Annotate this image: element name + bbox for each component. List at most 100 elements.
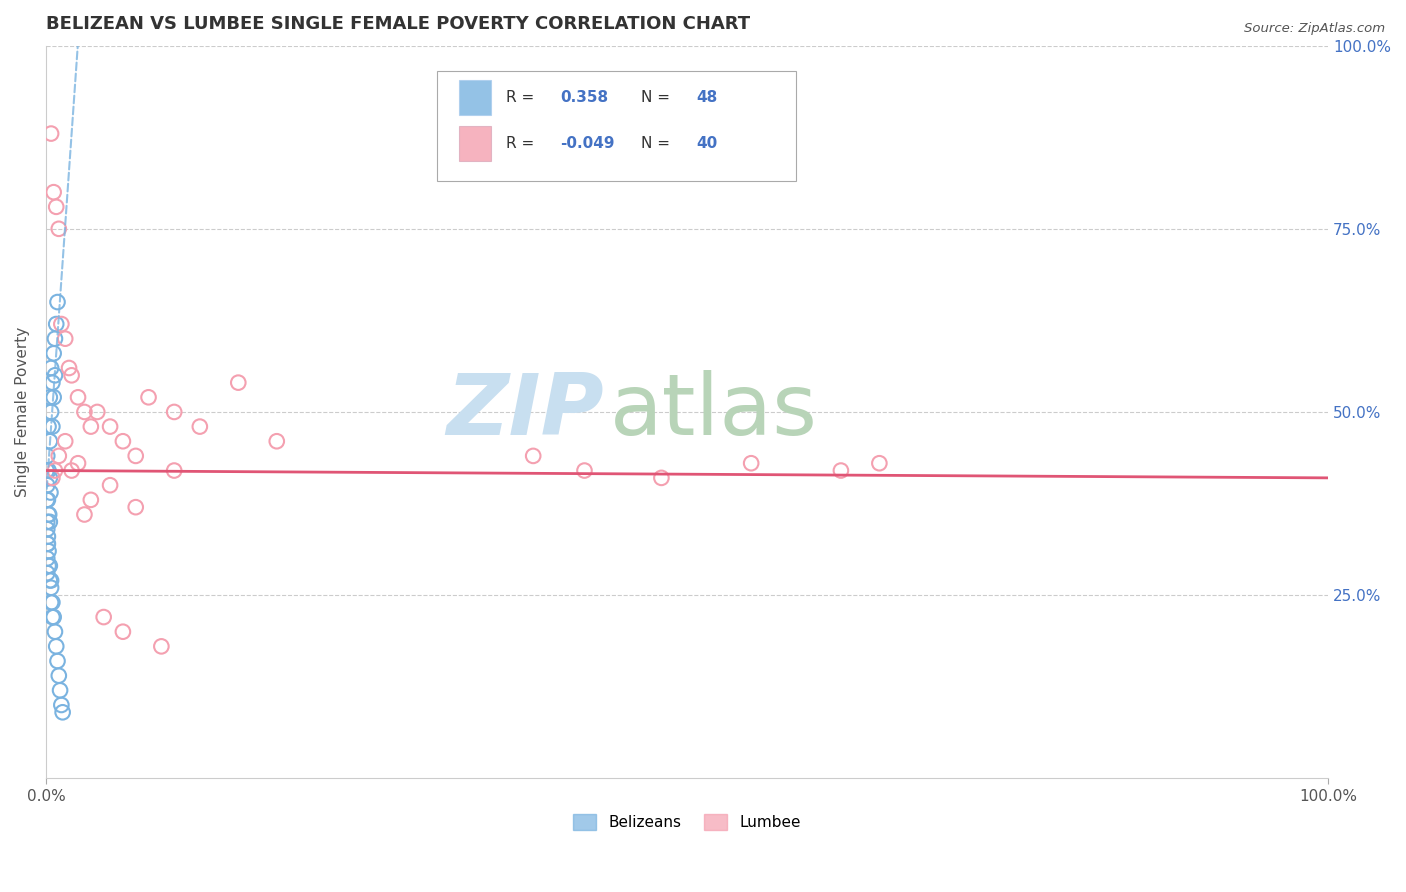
Bar <box>458 127 491 161</box>
Point <box>66 390 89 404</box>
Point <box>39 405 62 419</box>
Point <box>226 376 249 390</box>
Point <box>48 222 70 236</box>
Point <box>39 485 62 500</box>
Point <box>39 595 62 609</box>
Point <box>37 551 59 566</box>
Point <box>44 624 66 639</box>
Point <box>45 200 67 214</box>
Point <box>39 361 62 376</box>
Text: -0.049: -0.049 <box>560 136 614 152</box>
Point <box>37 529 59 543</box>
Point <box>51 698 73 712</box>
Point <box>38 419 60 434</box>
Point <box>150 640 173 654</box>
Point <box>39 581 62 595</box>
Point <box>37 492 59 507</box>
Point <box>42 390 65 404</box>
Point <box>163 405 186 419</box>
Point <box>45 640 67 654</box>
Point <box>38 544 60 558</box>
Point <box>37 478 59 492</box>
Point <box>125 500 148 515</box>
Point <box>98 419 121 434</box>
Point <box>80 492 103 507</box>
Text: BELIZEAN VS LUMBEE SINGLE FEMALE POVERTY CORRELATION CHART: BELIZEAN VS LUMBEE SINGLE FEMALE POVERTY… <box>46 15 749 33</box>
Bar <box>458 80 491 115</box>
FancyBboxPatch shape <box>437 71 796 181</box>
Point <box>73 405 96 419</box>
Point <box>35 464 58 478</box>
Point <box>46 295 69 310</box>
Point <box>38 558 60 573</box>
Point <box>44 368 66 383</box>
Text: N =: N = <box>641 136 669 152</box>
Point <box>48 668 70 682</box>
Point <box>93 610 115 624</box>
Point <box>41 471 63 485</box>
Point <box>86 405 108 419</box>
Text: R =: R = <box>506 90 534 105</box>
Point <box>38 515 60 529</box>
Point <box>42 346 65 360</box>
Point <box>37 449 59 463</box>
Point <box>35 492 58 507</box>
Point <box>46 654 69 668</box>
Point <box>41 610 63 624</box>
Point <box>111 624 134 639</box>
Point <box>37 537 59 551</box>
Point <box>58 361 80 376</box>
Point <box>868 456 890 470</box>
Point <box>44 464 66 478</box>
Point <box>38 508 60 522</box>
Point <box>66 456 89 470</box>
Text: 48: 48 <box>696 90 717 105</box>
Point <box>53 434 76 449</box>
Text: 40: 40 <box>696 136 717 152</box>
Point <box>574 464 596 478</box>
Point <box>38 434 60 449</box>
Point <box>39 127 62 141</box>
Text: 0.358: 0.358 <box>560 90 609 105</box>
Point <box>41 595 63 609</box>
Point <box>163 464 186 478</box>
Point <box>38 574 60 588</box>
Point <box>42 185 65 199</box>
Legend: Belizeans, Lumbee: Belizeans, Lumbee <box>567 808 807 837</box>
Point <box>37 515 59 529</box>
Text: atlas: atlas <box>610 370 818 453</box>
Y-axis label: Single Female Poverty: Single Female Poverty <box>15 326 30 497</box>
Text: ZIP: ZIP <box>446 370 603 453</box>
Point <box>80 419 103 434</box>
Point <box>111 434 134 449</box>
Text: Source: ZipAtlas.com: Source: ZipAtlas.com <box>1244 22 1385 36</box>
Point <box>41 376 63 390</box>
Text: N =: N = <box>641 90 669 105</box>
Point <box>42 610 65 624</box>
Point <box>60 464 83 478</box>
Point <box>53 332 76 346</box>
Point <box>830 464 852 478</box>
Point <box>650 471 672 485</box>
Point <box>188 419 211 434</box>
Point <box>37 566 59 580</box>
Point <box>138 390 160 404</box>
Point <box>52 706 75 720</box>
Point <box>37 537 59 551</box>
Point <box>51 317 73 331</box>
Point <box>125 449 148 463</box>
Point <box>38 464 60 478</box>
Point <box>38 508 60 522</box>
Point <box>37 522 59 536</box>
Point <box>39 574 62 588</box>
Point <box>98 478 121 492</box>
Point <box>522 449 544 463</box>
Point <box>49 683 72 698</box>
Point <box>44 332 66 346</box>
Point <box>41 419 63 434</box>
Point <box>45 317 67 331</box>
Point <box>740 456 762 470</box>
Point <box>73 508 96 522</box>
Text: R =: R = <box>506 136 534 152</box>
Point <box>38 558 60 573</box>
